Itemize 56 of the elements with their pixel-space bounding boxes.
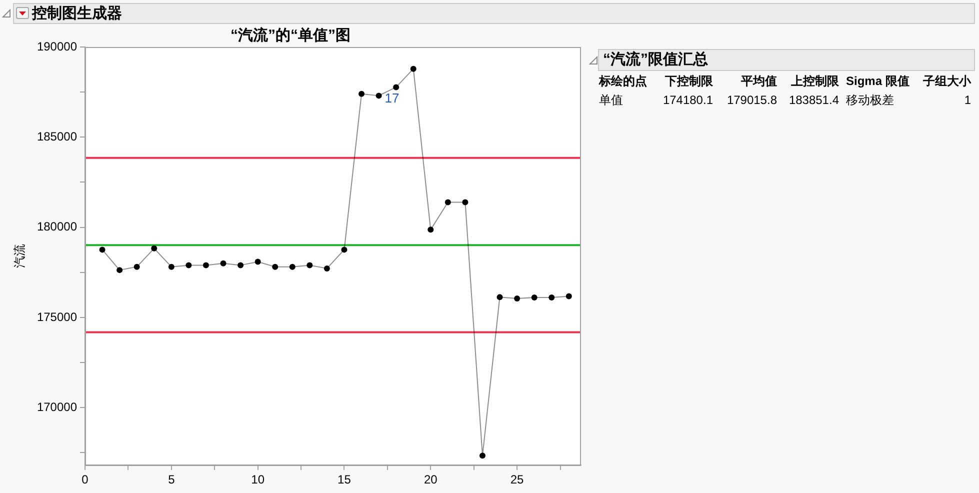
annotation: 17	[384, 90, 400, 106]
y-tick-label: 185000	[36, 129, 78, 144]
x-tick-label: 10	[251, 472, 265, 487]
y-tick-label: 170000	[36, 400, 78, 414]
text: “汽流”限值汇总	[603, 50, 708, 70]
text: 平均值	[740, 73, 777, 89]
point	[548, 294, 555, 300]
y-tick-label: 175000	[36, 310, 78, 324]
text: 子组大小	[922, 73, 971, 89]
text: 移动极差	[846, 92, 895, 108]
point	[358, 90, 365, 97]
point	[220, 260, 226, 266]
point	[376, 92, 382, 99]
point	[393, 84, 400, 90]
x-tick-label: 15	[338, 472, 352, 487]
text: 1	[963, 92, 971, 108]
point	[116, 267, 123, 274]
point	[289, 264, 296, 270]
point	[99, 246, 106, 253]
text: 单值	[599, 92, 624, 108]
text: 下控制限	[664, 73, 713, 89]
x-tick-label: 5	[168, 472, 176, 487]
point	[324, 265, 330, 272]
text: 174180.1	[662, 92, 713, 108]
point	[238, 262, 244, 268]
point	[496, 294, 503, 300]
point	[462, 199, 468, 206]
point	[341, 246, 348, 253]
point	[168, 264, 174, 270]
x-tick-label: 25	[510, 472, 524, 487]
point	[151, 245, 158, 252]
y-tick-label: 190000	[36, 39, 78, 54]
y-tick-label: 180000	[36, 220, 78, 234]
text: 183851.4	[788, 92, 839, 108]
point	[514, 296, 520, 302]
chart-title: “汽流”的“单值”图	[230, 26, 350, 44]
point	[186, 262, 192, 268]
x-tick-label: 0	[82, 472, 89, 487]
point	[254, 258, 261, 265]
point	[306, 262, 313, 268]
text: 上控制限	[790, 73, 839, 89]
point	[479, 452, 486, 459]
x-tick-label: 20	[424, 472, 438, 487]
point	[531, 294, 538, 300]
point	[272, 264, 278, 270]
point	[428, 226, 434, 233]
point	[566, 293, 572, 300]
point	[202, 262, 209, 268]
text: Sigma 限值	[846, 73, 910, 89]
point	[134, 264, 140, 270]
text: 标绘的点	[599, 73, 648, 89]
text: 179015.8	[726, 92, 777, 108]
point	[444, 199, 451, 206]
y-axis-title: 汽流	[12, 244, 27, 268]
point	[410, 66, 416, 72]
text: 控制图生成器	[32, 4, 122, 23]
